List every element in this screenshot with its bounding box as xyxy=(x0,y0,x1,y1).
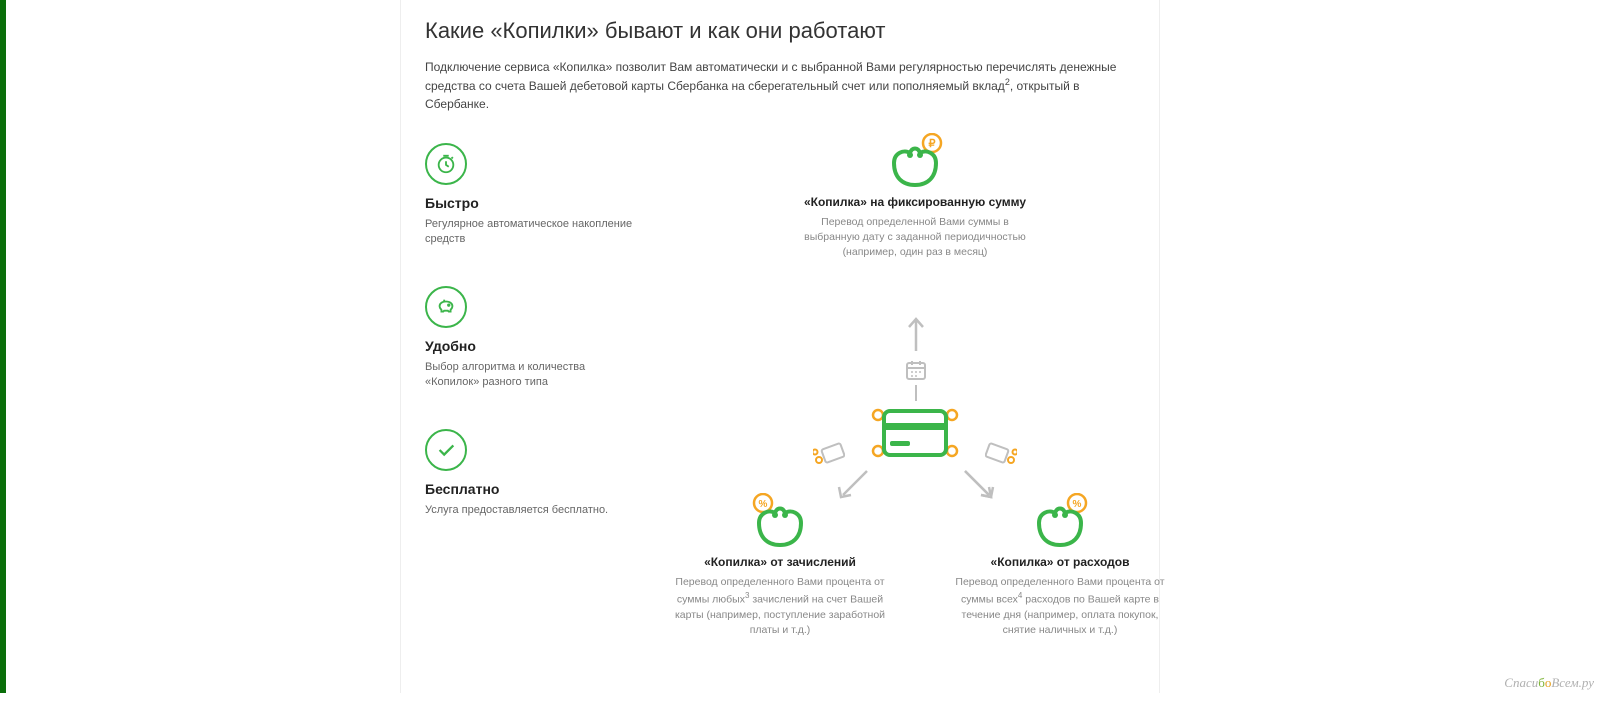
node-expense-title: «Копилка» от расходов xyxy=(945,555,1175,569)
node-expense-desc: Перевод определенного Вами процента от с… xyxy=(945,575,1175,638)
node-income-title: «Копилка» от зачислений xyxy=(665,555,895,569)
svg-text:%: % xyxy=(1073,499,1082,510)
feature-fast-desc: Регулярное автоматическое накопление сре… xyxy=(425,217,635,248)
feature-fast-title: Быстро xyxy=(425,195,635,211)
node-fixed-desc: Перевод определенной Вами суммы в выбран… xyxy=(800,215,1030,261)
watermark-p1: Спаси xyxy=(1504,675,1538,690)
feature-free: Бесплатно Услуга предоставляется бесплат… xyxy=(425,429,635,518)
main-content: Какие «Копилки» бывают и как они работаю… xyxy=(425,18,1145,703)
feature-free-title: Бесплатно xyxy=(425,481,635,497)
watermark-p4: Всем.ру xyxy=(1551,675,1594,690)
feature-fast: Быстро Регулярное автоматическое накопле… xyxy=(425,143,635,248)
side-accent-bar xyxy=(0,0,6,693)
purse-percent-right-icon: % xyxy=(945,493,1175,549)
features-column: Быстро Регулярное автоматическое накопле… xyxy=(425,143,635,556)
mini-card-coins-right-icon xyxy=(985,440,1017,473)
feature-free-desc: Услуга предоставляется бесплатно. xyxy=(425,503,635,518)
node-expense: % «Копилка» от расходов Перевод определе… xyxy=(945,493,1175,638)
feature-convenient: Удобно Выбор алгоритма и количества «Коп… xyxy=(425,286,635,391)
piggy-icon xyxy=(425,286,467,328)
layout-grid: Быстро Регулярное автоматическое накопле… xyxy=(425,143,1145,703)
intro-paragraph: Подключение сервиса «Копилка» позволит В… xyxy=(425,58,1135,113)
arrow-up-icon xyxy=(907,313,925,358)
watermark: СпасибоВсем.ру xyxy=(1504,675,1594,691)
page-title: Какие «Копилки» бывают и как они работаю… xyxy=(425,18,1145,44)
calendar-icon xyxy=(904,358,928,382)
purse-ruble-icon: ₽ xyxy=(800,133,1030,189)
check-icon xyxy=(425,429,467,471)
diagram: ₽ «Копилка» на фиксированную сумму Перев… xyxy=(655,133,1175,693)
node-income-desc: Перевод определенного Вами процента от с… xyxy=(665,575,895,638)
node-fixed-sum: ₽ «Копилка» на фиксированную сумму Перев… xyxy=(800,133,1030,261)
credit-card-icon xyxy=(870,403,960,468)
stopwatch-icon xyxy=(425,143,467,185)
svg-text:%: % xyxy=(759,499,768,510)
svg-text:₽: ₽ xyxy=(929,138,936,150)
purse-percent-left-icon: % xyxy=(665,493,895,549)
node-income: % «Копилка» от зачислений Перевод опреде… xyxy=(665,493,895,638)
feature-convenient-title: Удобно xyxy=(425,338,635,354)
mini-card-coins-left-icon xyxy=(813,440,845,473)
feature-convenient-desc: Выбор алгоритма и количества «Копилок» р… xyxy=(425,360,635,391)
node-fixed-title: «Копилка» на фиксированную сумму xyxy=(800,195,1030,209)
watermark-p2: б xyxy=(1538,675,1545,690)
